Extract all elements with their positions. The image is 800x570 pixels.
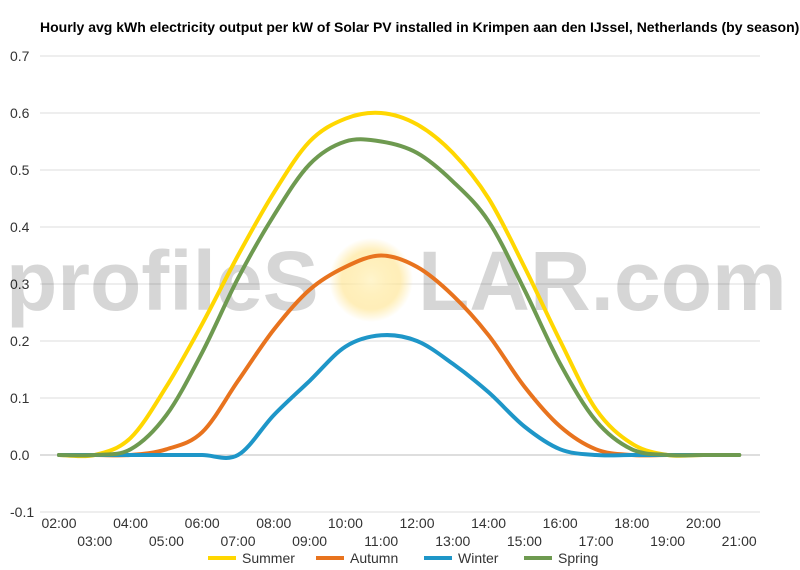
legend-label-spring: Spring: [558, 550, 598, 566]
y-tick-label: 0.7: [10, 48, 30, 64]
watermark-text-right: LAR.com: [418, 234, 787, 328]
x-tick-label: 14:00: [471, 515, 506, 531]
x-tick-label: 19:00: [650, 533, 685, 549]
y-tick-label: 0.1: [10, 390, 30, 406]
x-tick-label: 16:00: [543, 515, 578, 531]
x-tick-label: 12:00: [399, 515, 434, 531]
series-layer: [57, 110, 742, 460]
legend-label-autumn: Autumn: [350, 550, 398, 566]
x-tick-label: 03:00: [77, 533, 112, 549]
y-tick-label: 0.5: [10, 162, 30, 178]
watermark: profileS LAR.com: [6, 234, 787, 328]
x-tick-label: 15:00: [507, 533, 542, 549]
y-tick-label: 0.2: [10, 333, 30, 349]
chart-title: Hourly avg kWh electricity output per kW…: [40, 19, 800, 35]
x-tick-label: 11:00: [364, 533, 398, 549]
x-tick-label: 07:00: [220, 533, 255, 549]
y-tick-label: -0.1: [10, 504, 34, 520]
y-axis-ticks: -0.1 0.0 0.1 0.2 0.3 0.4 0.5 0.6 0.7: [10, 48, 34, 520]
x-tick-label: 04:00: [113, 515, 148, 531]
series-line-summer: [57, 110, 742, 459]
y-tick-label: 0.6: [10, 105, 30, 121]
series-line-winter: [57, 333, 742, 460]
x-tick-label: 20:00: [686, 515, 721, 531]
legend: Summer Autumn Winter Spring: [208, 550, 598, 566]
y-tick-label: 0.4: [10, 219, 30, 235]
watermark-sun-icon: [329, 238, 413, 322]
x-tick-label: 13:00: [435, 533, 470, 549]
legend-label-winter: Winter: [458, 550, 499, 566]
x-tick-label: 08:00: [256, 515, 291, 531]
x-tick-label: 21:00: [722, 533, 757, 549]
y-tick-label: 0.0: [10, 447, 30, 463]
x-tick-label: 10:00: [328, 515, 363, 531]
x-tick-label: 09:00: [292, 533, 327, 549]
x-tick-label: 17:00: [578, 533, 613, 549]
x-tick-label: 02:00: [41, 515, 76, 531]
x-tick-label: 06:00: [185, 515, 220, 531]
y-tick-label: 0.3: [10, 276, 30, 292]
x-axis-ticks: 02:0003:0004:0005:0006:0007:0008:0009:00…: [41, 515, 756, 549]
watermark-text-left: profileS: [6, 234, 319, 328]
x-tick-label: 18:00: [614, 515, 649, 531]
legend-label-summer: Summer: [242, 550, 295, 566]
x-tick-label: 05:00: [149, 533, 184, 549]
series-line-spring: [57, 137, 742, 458]
